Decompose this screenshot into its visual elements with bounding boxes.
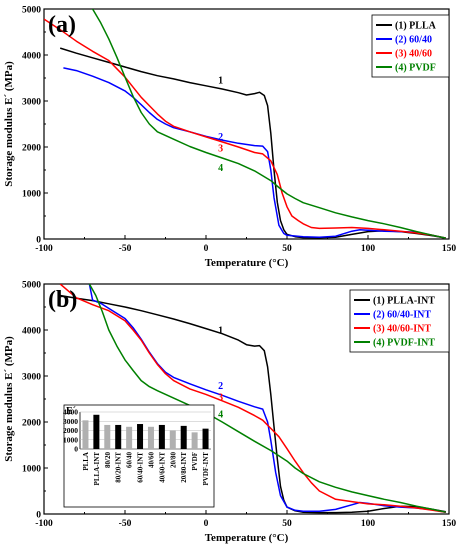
inset-y-tick-label: 3000 [63,417,78,426]
x-tick-label: 100 [361,519,376,529]
y-tick-label: 2000 [22,419,41,429]
y-tick-label: 3000 [22,98,41,108]
y-tick-label: 0 [36,511,41,521]
inset-category-label: 20/80-INT [180,452,188,483]
inset-category-label: 40/60-INT [158,452,166,483]
series-line-1 [59,47,446,239]
legend-entry: (3) 40/60-INT [373,324,431,335]
y-tick-label: 4000 [22,52,41,62]
inset-bar [82,420,89,449]
inset-category-label: PVDF-INT [202,452,210,486]
y-tick-label: 2000 [22,144,41,154]
inset-bar [202,428,209,449]
legend-entry: (3) 40/60 [395,49,432,60]
inset-bar [147,426,154,449]
legend-entry: (4) PVDF [395,63,436,74]
inset-box [63,404,215,508]
curve-label-3: 3 [218,392,223,403]
y-tick-label: 3000 [22,373,41,383]
series-group [59,284,446,514]
inset-category-label: PLLA [82,452,90,471]
inset-category-label: 60/40-INT [137,452,145,483]
curve-label-2: 2 [218,132,223,143]
inset-y-tick-label: 2000 [63,426,78,435]
curve-label-3: 3 [218,144,223,155]
x-tick-label: 50 [282,244,292,254]
curve-label-4: 4 [218,163,223,174]
legend-entry: (4) PVDF-INT [373,338,435,349]
curve-label-1: 1 [218,326,223,337]
series-line-2 [63,67,446,239]
inset-title: E´ [66,406,76,417]
x-tick-label: 0 [204,519,209,529]
inset-y-tick-label: 0 [74,445,78,454]
inset-category-label: 20/80 [169,452,177,468]
y-tick-label: 5000 [22,6,41,16]
inset-category-label: PLLA-INT [93,452,101,486]
x-tick-label: 150 [442,519,457,529]
x-tick-label: 100 [361,244,376,254]
panel-label: (b) [48,287,77,313]
series-line-3 [59,284,446,513]
x-tick-label: -100 [35,519,53,529]
y-axis-label: Storage modulus E´ (MPa) [3,336,15,462]
x-tick-label: -50 [119,244,132,254]
legend-entry: (2) 60/40 [395,35,432,46]
legend-entry: (2) 60/40-INT [373,310,431,321]
panel-a-chart: -100 -50 0 50 100 150 0 1000 2000 3000 4000 5000 Tem… [3,6,456,270]
series-line-1 [60,294,446,514]
curve-label-2: 2 [218,381,223,392]
y-tick-label: 0 [36,236,41,246]
inset-category-label: 80/20 [104,452,112,468]
series-group [44,9,446,239]
inset-bar [137,424,144,449]
x-axis-label: Temperature (°C) [205,257,289,269]
inset-category-label: 40/60 [147,452,155,468]
y-tick-label: 4000 [22,327,41,337]
inset-bar [180,425,187,449]
x-tick-label: 50 [282,519,292,529]
inset-category-label: 80/20-INT [115,452,123,483]
inset-category-label: PVDF [191,452,199,471]
y-tick-label: 5000 [22,281,41,291]
inset-bar [93,414,100,449]
curve-label-4: 4 [218,409,223,420]
y-tick-label: 1000 [22,465,41,475]
x-tick-label: -100 [35,244,53,254]
curve-label-1: 1 [218,76,223,87]
panel-b-chart: -100 -50 0 50 100 150010002000300040005000Tem… [3,281,456,545]
x-axis-label: Temperature (°C) [205,532,289,544]
inset-bar [115,424,122,449]
inset-y-tick-label: 1000 [63,435,78,444]
legend-entry: (1) PLLA-INT [373,296,435,307]
legend-entry: (1) PLLA [395,21,437,32]
series-line-4 [91,9,446,239]
inset-bar [158,424,165,449]
series-line-4 [88,284,446,513]
x-tick-label: 0 [204,244,209,254]
inset-category-label: 60/40 [126,452,134,468]
y-axis-label: Storage modulus E´ (MPa) [3,61,15,187]
inset-bar [104,424,111,449]
x-tick-label: -50 [119,519,132,529]
x-tick-label: 150 [442,244,457,254]
panel-label: (a) [48,12,76,38]
inset-y-tick-label: 4000 [63,408,78,417]
inset-bar [126,426,133,449]
y-tick-label: 1000 [22,190,41,200]
inset-bar [169,430,176,449]
inset-bar [191,432,198,449]
